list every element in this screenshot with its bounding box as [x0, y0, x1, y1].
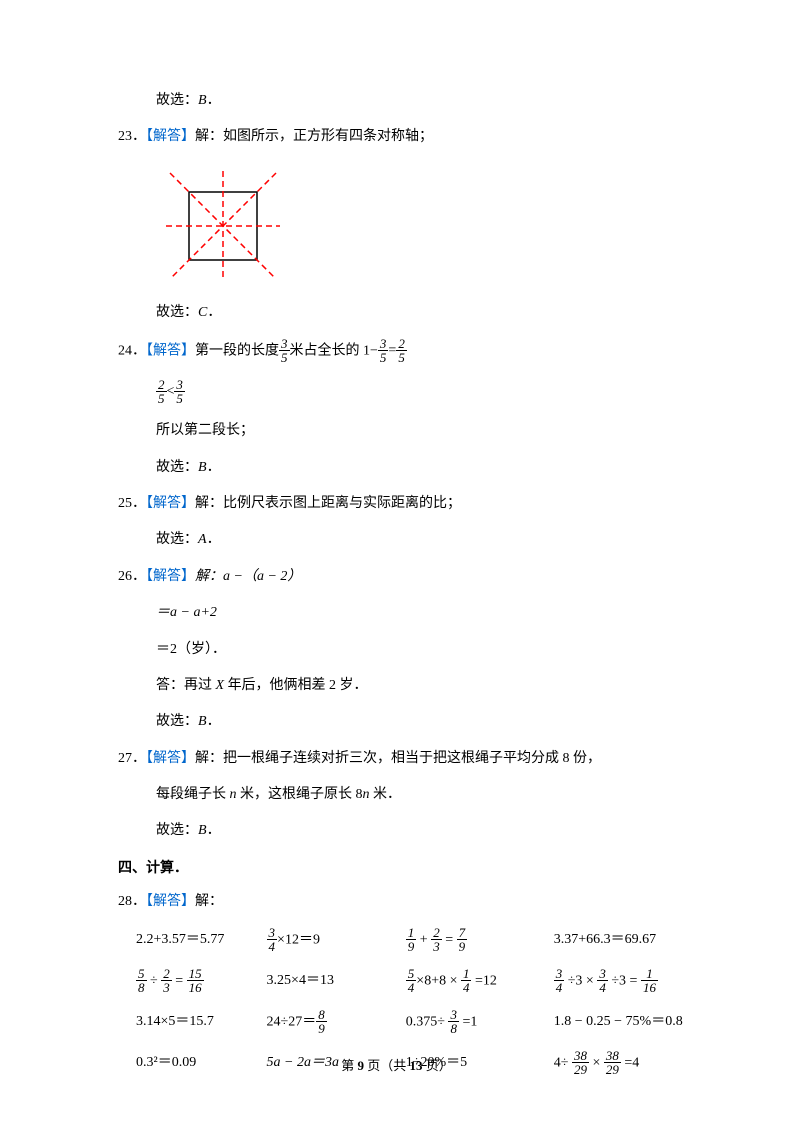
q26-l2: ＝2（岁）． — [156, 642, 226, 657]
q26-answer: B — [198, 714, 207, 729]
q28-num: 28． — [118, 894, 146, 909]
page-footer: 第 9 页（共 13 页） — [0, 1055, 793, 1074]
q23-num: 23． — [118, 129, 146, 144]
q27-answer: B — [198, 823, 207, 838]
q25-period: ． — [207, 532, 221, 547]
q24-answer-prefix: 故选： — [156, 460, 198, 475]
q28-tag: 【解答】 — [146, 894, 195, 909]
calc-row: 3.14×5＝15.7 24÷27＝89 0.375÷ 38 =1 1.8 − … — [136, 1009, 693, 1036]
q27-l1a: 每段绳子长 — [156, 787, 230, 802]
q24-tag: 【解答】 — [146, 344, 195, 359]
frac-2-5a: 25 — [396, 337, 407, 364]
q24-line3: 所以第二段长； — [156, 420, 693, 442]
calc-row: 2.2+3.57＝5.77 34×12＝9 19 + 23 = 79 3.37+… — [136, 927, 693, 954]
q26-l3x: X — [216, 678, 225, 693]
section4-title: 四、计算． — [118, 857, 693, 877]
q27-tag: 【解答】 — [146, 751, 195, 766]
calc-cell: 34 ÷3 × 34 ÷3 = 116 — [554, 968, 693, 995]
calc-cell: 3.25×4＝13 — [267, 968, 406, 995]
q23-answer-prefix: 故选： — [156, 305, 198, 320]
q25-tag: 【解答】 — [146, 496, 195, 511]
q24-answer: B — [198, 460, 207, 475]
calc-cell: 3.37+66.3＝69.67 — [554, 927, 693, 954]
frac-3-5a: 35 — [279, 337, 290, 364]
q27-l1n2: n — [363, 787, 370, 802]
pre-answer-prefix: 故选： — [156, 93, 198, 108]
pre-answer-letter: B — [198, 93, 207, 108]
q27-period: ． — [207, 823, 221, 838]
q25-num: 25． — [118, 496, 146, 511]
calc-row: 58 ÷ 23 = 1516 3.25×4＝13 54×8+8 × 14 =12… — [136, 968, 693, 995]
q23-tag: 【解答】 — [146, 129, 195, 144]
q24-text2: 米占全长的 1− — [290, 344, 378, 359]
square-symmetry-diagram — [156, 169, 286, 289]
calc-cell: 58 ÷ 23 = 1516 — [136, 968, 267, 995]
q27-l1n: n — [230, 787, 237, 802]
q23-period: ． — [207, 305, 221, 320]
calc-cell: 24÷27＝89 — [267, 1009, 406, 1036]
calc-cell: 34×12＝9 — [267, 927, 406, 954]
q28-text: 解： — [195, 894, 223, 909]
q27-answer-prefix: 故选： — [156, 823, 198, 838]
calc-cell: 19 + 23 = 79 — [406, 927, 554, 954]
pre-period: ． — [207, 93, 221, 108]
q26-text: 解：a −（a − 2） — [195, 569, 301, 584]
q27-l1b: 米，这根绳子原长 8 — [237, 787, 363, 802]
q24-period: ． — [207, 460, 221, 475]
q26-num: 26． — [118, 569, 146, 584]
calc-cell: 3.14×5＝15.7 — [136, 1009, 267, 1036]
frac-3-5c: 35 — [174, 378, 185, 405]
q27-num: 27． — [118, 751, 146, 766]
q26-tag: 【解答】 — [146, 569, 195, 584]
q24-num: 24． — [118, 344, 146, 359]
q26-l3a: 答：再过 — [156, 678, 216, 693]
calc-cell: 54×8+8 × 14 =12 — [406, 968, 554, 995]
frac-2-5b: 25 — [156, 378, 167, 405]
q27-text: 解：把一根绳子连续对折三次，相当于把这根绳子平均分成 8 份， — [195, 751, 601, 766]
q25-answer: A — [198, 532, 207, 547]
q26-l1: ＝a − a+2 — [156, 605, 217, 620]
q23-text: 解：如图所示，正方形有四条对称轴； — [195, 129, 433, 144]
q26-period: ． — [207, 714, 221, 729]
q25-text: 解：比例尺表示图上距离与实际距离的比； — [195, 496, 461, 511]
frac-3-5b: 35 — [378, 337, 389, 364]
calc-cell: 2.2+3.57＝5.77 — [136, 927, 267, 954]
q24-lt: < — [167, 381, 175, 403]
q27-l1c: 米． — [370, 787, 402, 802]
q26-l3b: 年后，他俩相差 2 岁． — [224, 678, 368, 693]
q25-answer-prefix: 故选： — [156, 532, 198, 547]
calc-cell: 1.8 − 0.25 − 75%＝0.8 — [554, 1009, 693, 1036]
q24-eq: = — [388, 340, 396, 362]
calc-cell: 0.375÷ 38 =1 — [406, 1009, 554, 1036]
q26-answer-prefix: 故选： — [156, 714, 198, 729]
q24-text1: 第一段的长度 — [195, 344, 279, 359]
q23-answer: C — [198, 305, 207, 320]
